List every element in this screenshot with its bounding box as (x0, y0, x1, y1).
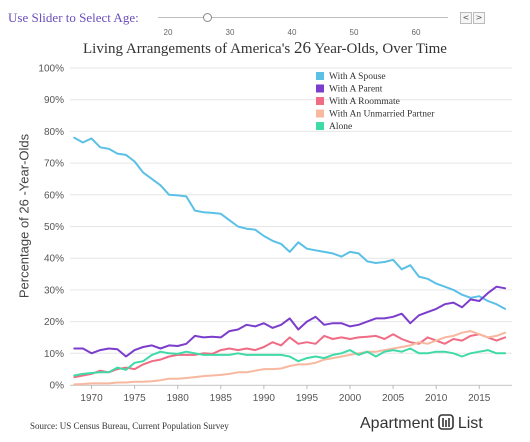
y-tick-label: 100% (38, 64, 64, 75)
legend-label: With A Parent (329, 85, 383, 95)
brand-name-left: Apartment (360, 415, 434, 432)
chart-title: Living Arrangements of America's 26 Year… (0, 38, 530, 58)
legend-label: Alone (329, 122, 352, 132)
slider-tick-label: 60 (411, 28, 421, 37)
chart-title-before: Living Arrangements of America's (83, 41, 291, 57)
legend-swatch (316, 109, 324, 118)
legend-swatch (316, 84, 324, 93)
y-tick-label: 90% (44, 95, 64, 106)
y-tick-label: 10% (44, 349, 64, 360)
y-tick-label: 0% (50, 381, 65, 392)
legend-label: With A Roommate (329, 97, 400, 107)
legend-swatch (316, 97, 324, 105)
source-note: Source: US Census Bureau, Current Popula… (30, 421, 229, 431)
x-tick-label: 2010 (425, 393, 448, 404)
series-line-alone (73, 347, 507, 377)
x-tick-label: 1975 (123, 393, 146, 404)
series-line-with-a-roommate (73, 333, 507, 379)
slider-tick-label: 20 (163, 28, 173, 37)
age-slider-track[interactable] (158, 17, 448, 18)
x-tick-label: 1980 (167, 393, 190, 404)
age-slider-thumb[interactable] (203, 13, 212, 22)
chart-title-age: 26 (294, 38, 311, 57)
slider-tick-label: 40 (287, 28, 297, 37)
brand-name-right: List (457, 415, 483, 432)
y-tick-label: 20% (44, 317, 64, 328)
legend-label: With An Unmarried Partner (329, 110, 435, 120)
slider-tick-label: 50 (349, 28, 359, 37)
x-tick-label: 1995 (296, 393, 319, 404)
slider-tick-label: 30 (225, 28, 235, 37)
slider-label: Use Slider to Select Age: (8, 10, 139, 25)
series-line-with-a-spouse (73, 136, 507, 310)
y-tick-label: 70% (44, 159, 64, 170)
x-tick-label: 1985 (210, 393, 233, 404)
legend-swatch (316, 72, 324, 80)
apartment-list-logo (438, 414, 454, 430)
y-tick-label: 80% (44, 127, 64, 138)
chevron-right-icon[interactable]: > (473, 12, 485, 24)
x-tick-label: 2000 (339, 393, 362, 404)
y-tick-label: 40% (44, 254, 64, 265)
x-tick-label: 2005 (382, 393, 405, 404)
series-line-with-an-unmarried-partner (73, 330, 507, 386)
x-tick-label: 2015 (468, 393, 491, 404)
y-tick-label: 60% (44, 190, 64, 201)
series-line-with-a-parent (73, 285, 507, 358)
x-tick-label: 1990 (253, 393, 276, 404)
brand-wordmark: Apartment List (360, 413, 483, 433)
y-tick-label: 30% (44, 285, 64, 296)
y-tick-label: 50% (44, 222, 64, 233)
x-tick-label: 1970 (80, 393, 103, 404)
legend-swatch (316, 122, 324, 130)
chart-title-after: Year-Olds, Over Time (314, 41, 447, 57)
chevron-left-icon[interactable]: < (460, 12, 472, 24)
legend-label: With A Spouse (329, 72, 386, 82)
